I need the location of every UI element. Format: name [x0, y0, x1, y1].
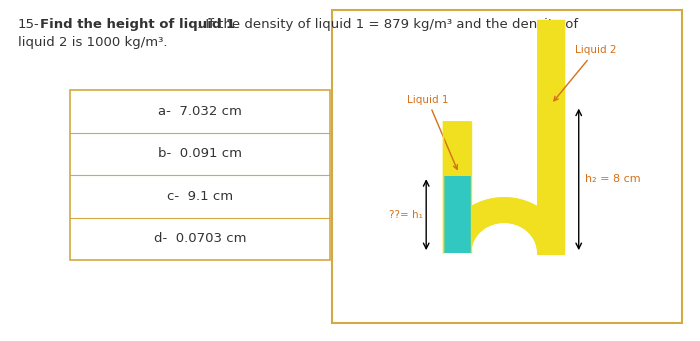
Text: . If the density of liquid 1 = 879 kg/m³ and the density of: . If the density of liquid 1 = 879 kg/m³…: [197, 18, 578, 31]
Text: liquid 2 is 1000 kg/m³.: liquid 2 is 1000 kg/m³.: [18, 36, 167, 49]
Bar: [70, 90, 330, 260]
Text: Liquid 2: Liquid 2: [554, 45, 616, 101]
Polygon shape: [443, 197, 566, 253]
Bar: [332, 10, 682, 323]
Text: c-  9.1 cm: c- 9.1 cm: [167, 190, 233, 203]
Text: a-  7.032 cm: a- 7.032 cm: [158, 105, 242, 118]
Polygon shape: [443, 176, 471, 253]
Polygon shape: [537, 106, 566, 254]
Text: d-  0.0703 cm: d- 0.0703 cm: [154, 232, 246, 245]
Text: b-  0.091 cm: b- 0.091 cm: [158, 147, 242, 160]
Text: ??= h₁: ??= h₁: [389, 210, 423, 220]
Text: Find the height of liquid 1: Find the height of liquid 1: [40, 18, 235, 31]
Text: h₂ = 8 cm: h₂ = 8 cm: [585, 174, 641, 184]
Text: 15-: 15-: [18, 18, 40, 31]
Polygon shape: [443, 20, 566, 253]
Text: Liquid 1: Liquid 1: [407, 94, 457, 169]
